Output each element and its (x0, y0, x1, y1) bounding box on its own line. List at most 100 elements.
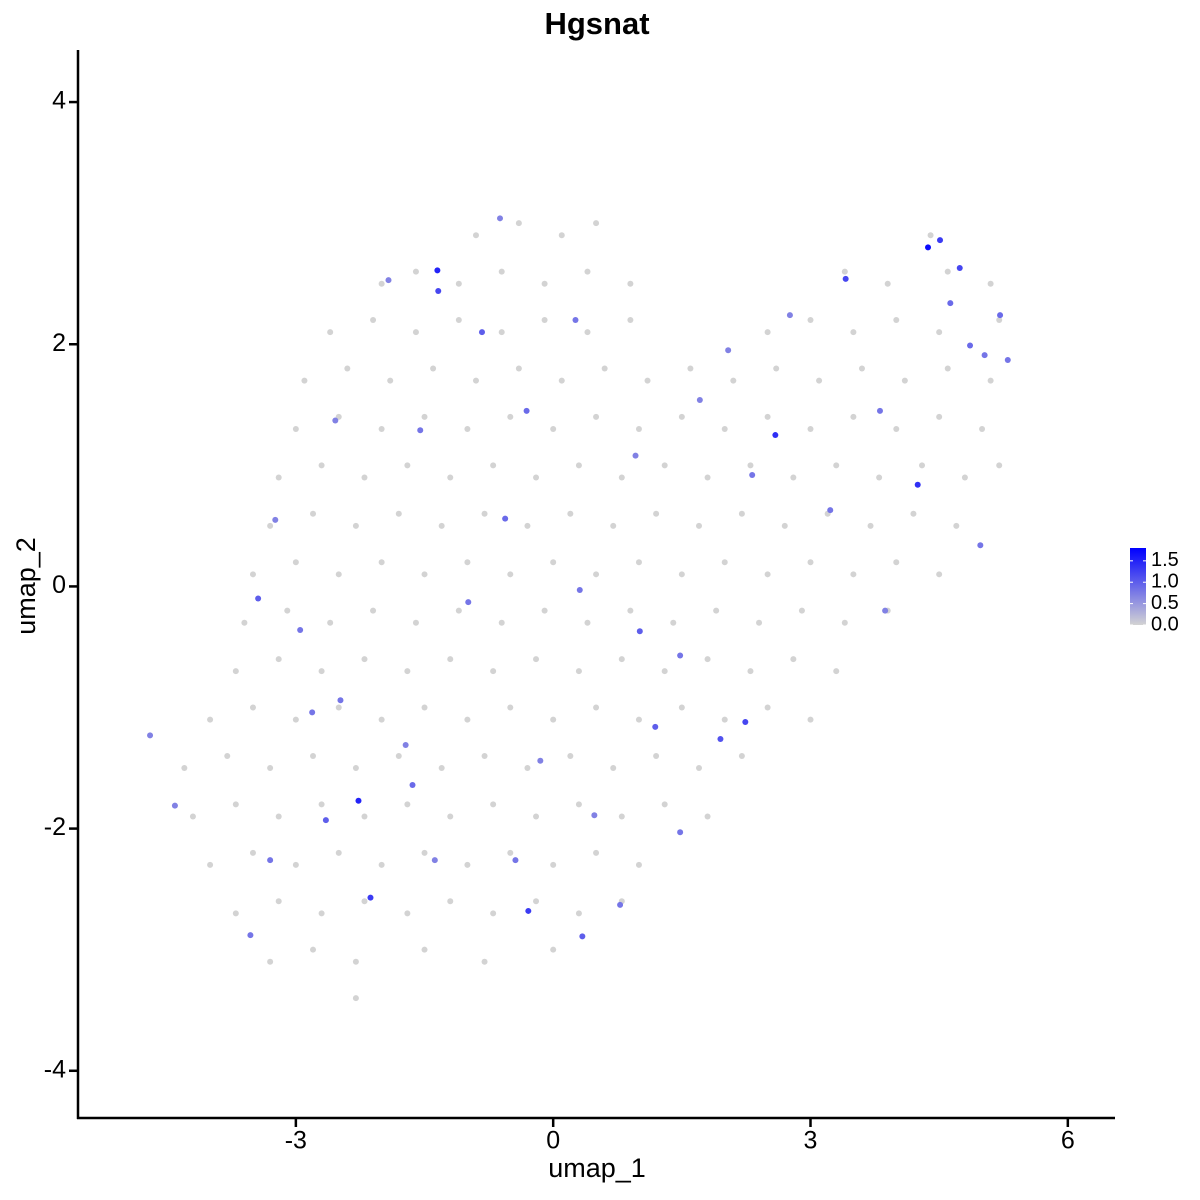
point (435, 287, 442, 294)
point (807, 559, 814, 566)
point (575, 801, 582, 808)
point (344, 365, 351, 372)
point (404, 910, 411, 917)
point (292, 559, 299, 566)
point (465, 599, 472, 606)
point (575, 910, 582, 917)
point (507, 704, 514, 711)
point (713, 607, 720, 614)
point (677, 829, 684, 836)
point (550, 716, 557, 723)
point (947, 300, 954, 307)
x-tick-label: 0 (546, 1127, 560, 1155)
point (901, 377, 908, 384)
y-tick-label: -2 (44, 813, 66, 841)
point (232, 668, 239, 675)
point (490, 462, 497, 469)
point (181, 765, 188, 772)
point (421, 413, 428, 420)
point (434, 267, 441, 274)
point (378, 280, 385, 287)
point (961, 474, 968, 481)
point (310, 946, 317, 953)
point (977, 542, 984, 549)
point (318, 668, 325, 675)
point (893, 426, 900, 433)
point (524, 765, 531, 772)
point (584, 268, 591, 275)
point (472, 232, 479, 239)
point (292, 426, 299, 433)
point (730, 377, 737, 384)
point (367, 894, 374, 901)
point (833, 668, 840, 675)
point (481, 958, 488, 965)
point (224, 752, 231, 759)
point (937, 237, 944, 244)
x-tick-label: -3 (285, 1127, 307, 1155)
point (807, 716, 814, 723)
point (395, 510, 402, 517)
point (541, 607, 548, 614)
point (981, 352, 988, 359)
point (318, 462, 325, 469)
point (272, 516, 279, 523)
point (635, 716, 642, 723)
point (431, 857, 438, 864)
point (944, 268, 951, 275)
point (404, 668, 411, 675)
point (786, 312, 793, 319)
point (464, 426, 471, 433)
point (747, 668, 754, 675)
point (430, 365, 437, 372)
point (850, 413, 857, 420)
y-axis-title: umap_2 (11, 537, 41, 635)
point (610, 765, 617, 772)
point (292, 861, 299, 868)
point (550, 426, 557, 433)
point (189, 813, 196, 820)
point (893, 317, 900, 324)
point (550, 946, 557, 953)
point (464, 861, 471, 868)
point (944, 365, 951, 372)
point (481, 510, 488, 517)
point (370, 607, 377, 614)
point (541, 280, 548, 287)
point (409, 782, 416, 789)
point (632, 452, 639, 459)
y-tick-label: 4 (52, 87, 66, 115)
point (361, 656, 368, 663)
point (327, 619, 334, 626)
point (764, 413, 771, 420)
point (523, 407, 530, 414)
point (247, 932, 254, 939)
point (567, 752, 574, 759)
point (627, 607, 634, 614)
point (987, 377, 994, 384)
point (858, 365, 865, 372)
point (584, 329, 591, 336)
point (507, 849, 514, 856)
point (749, 472, 756, 479)
point (249, 704, 256, 711)
point (249, 849, 256, 856)
point (593, 704, 600, 711)
point (781, 522, 788, 529)
point (764, 704, 771, 711)
point (490, 801, 497, 808)
point (275, 474, 282, 481)
point (447, 474, 454, 481)
point (987, 280, 994, 287)
point (361, 474, 368, 481)
point (385, 277, 392, 284)
point (747, 462, 754, 469)
point (481, 752, 488, 759)
point (610, 522, 617, 529)
point (790, 656, 797, 663)
point (833, 462, 840, 469)
point (717, 735, 724, 742)
point (996, 462, 1003, 469)
point (472, 377, 479, 384)
